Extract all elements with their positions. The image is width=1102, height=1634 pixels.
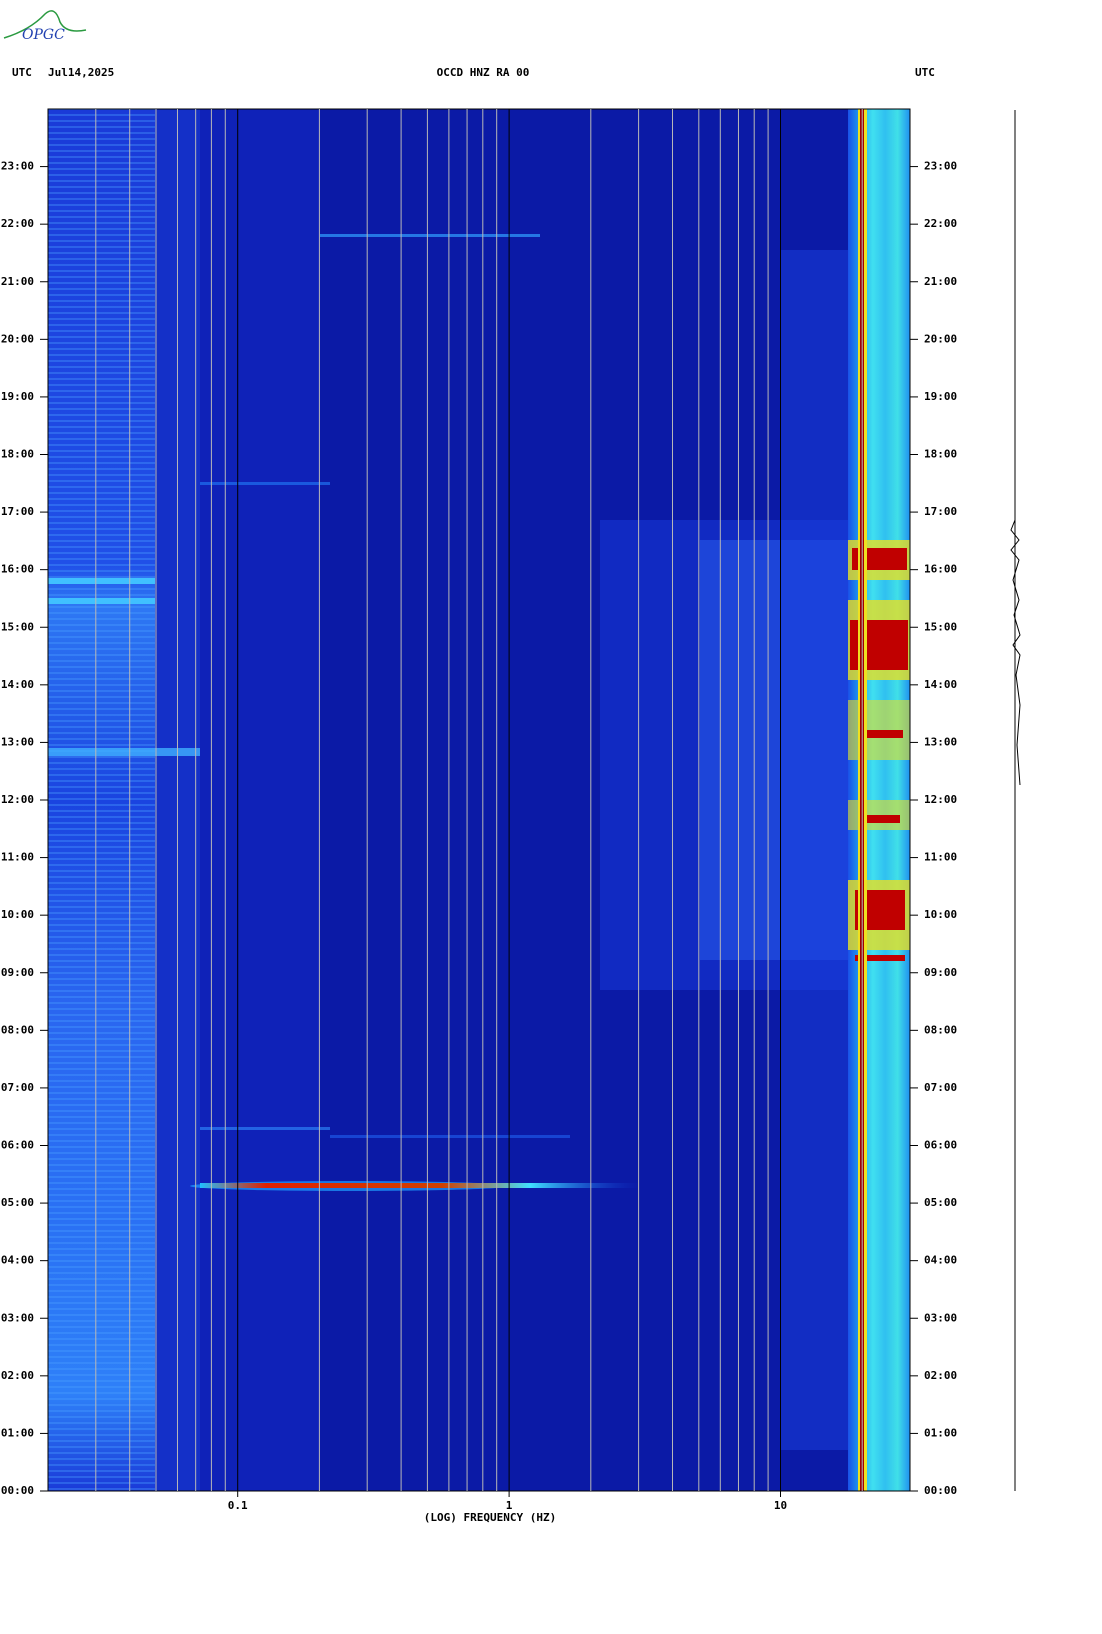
x-tick-label: 10 — [774, 1499, 787, 1512]
y-tick-label: 01:00 — [1, 1426, 34, 1439]
y-tick-label: 14:00 — [924, 678, 957, 691]
y-tick-label: 10:00 — [1, 908, 34, 921]
logo-swoosh — [3, 10, 87, 39]
y-tick-label: 20:00 — [1, 332, 34, 345]
y-tick-label: 21:00 — [1, 275, 34, 288]
y-tick-label: 10:00 — [924, 908, 957, 921]
y-tick-label: 22:00 — [924, 217, 957, 230]
y-tick-label: 04:00 — [924, 1254, 957, 1267]
y-tick-label: 11:00 — [924, 851, 957, 864]
y-tick-label: 01:00 — [924, 1426, 957, 1439]
header-date: Jul14,2025 — [48, 66, 114, 79]
y-tick-label: 18:00 — [1, 448, 34, 461]
x-tick-label: 0.1 — [228, 1499, 248, 1512]
y-tick-label: 00:00 — [1, 1484, 34, 1497]
y-tick-label: 14:00 — [1, 678, 34, 691]
y-tick-label: 15:00 — [924, 620, 957, 633]
y-tick-label: 05:00 — [924, 1196, 957, 1209]
y-tick-label: 06:00 — [924, 1139, 957, 1152]
y-tick-label: 02:00 — [924, 1369, 957, 1382]
y-tick-label: 21:00 — [924, 275, 957, 288]
y-tick-label: 07:00 — [1, 1081, 34, 1094]
y-tick-label: 06:00 — [1, 1139, 34, 1152]
y-tick-label: 03:00 — [1, 1311, 34, 1324]
y-tick-label: 04:00 — [1, 1254, 34, 1267]
header-zone: UTC — [915, 66, 935, 79]
y-tick-label: 11:00 — [1, 851, 34, 864]
header-zone: UTC — [12, 66, 32, 79]
y-tick-label: 19:00 — [924, 390, 957, 403]
y-tick-label: 09:00 — [1, 966, 34, 979]
y-tick-label: 09:00 — [924, 966, 957, 979]
y-tick-label: 17:00 — [1, 505, 34, 518]
x-axis-label: (LOG) FREQUENCY (HZ) — [424, 1511, 556, 1524]
x-tick-label: 1 — [506, 1499, 513, 1512]
y-tick-label: 23:00 — [1, 160, 34, 173]
y-tick-label: 16:00 — [924, 563, 957, 576]
y-tick-label: 13:00 — [1, 735, 34, 748]
y-tick-label: 13:00 — [924, 735, 957, 748]
y-tick-label: 22:00 — [1, 217, 34, 230]
chart-title: OCCD HNZ RA 00 — [437, 66, 530, 79]
y-tick-label: 08:00 — [924, 1023, 957, 1036]
y-tick-label: 00:00 — [924, 1484, 957, 1497]
y-tick-label: 08:00 — [1, 1023, 34, 1036]
y-tick-label: 17:00 — [924, 505, 957, 518]
logo: OPGC — [22, 27, 65, 43]
trace-burst — [1010, 519, 1021, 786]
y-tick-label: 07:00 — [924, 1081, 957, 1094]
y-tick-label: 02:00 — [1, 1369, 34, 1382]
y-tick-label: 19:00 — [1, 390, 34, 403]
y-tick-label: 18:00 — [924, 448, 957, 461]
y-tick-label: 16:00 — [1, 563, 34, 576]
y-tick-label: 23:00 — [924, 160, 957, 173]
y-tick-label: 05:00 — [1, 1196, 34, 1209]
y-tick-label: 12:00 — [1, 793, 34, 806]
y-tick-label: 12:00 — [924, 793, 957, 806]
y-tick-label: 15:00 — [1, 620, 34, 633]
y-tick-label: 03:00 — [924, 1311, 957, 1324]
y-tick-label: 20:00 — [924, 332, 957, 345]
